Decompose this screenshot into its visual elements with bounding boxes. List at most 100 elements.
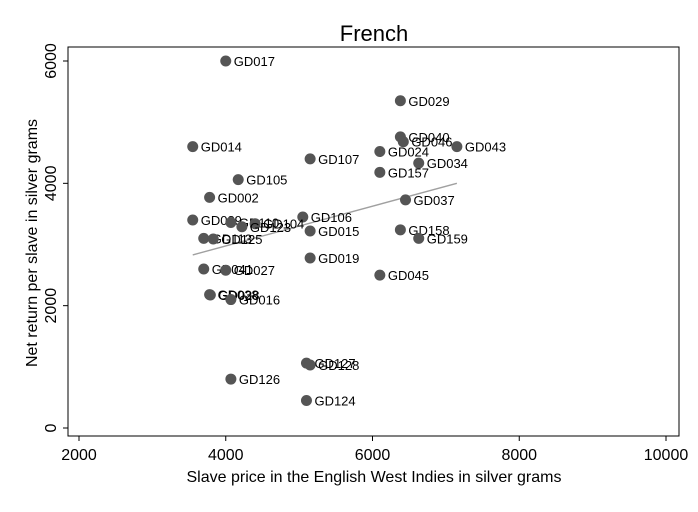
data-point: GD128: [304, 358, 359, 373]
point-label: GD106: [311, 210, 352, 225]
point-marker: [207, 233, 219, 245]
point-label: GD113: [212, 231, 252, 246]
point-marker: [300, 394, 312, 406]
point-label: GD128: [318, 358, 359, 373]
fit-line: [192, 182, 458, 256]
point-label: GD045: [388, 268, 429, 283]
point-marker: [374, 166, 386, 178]
point-label: GD126: [239, 372, 280, 387]
y-tick-label: 0: [43, 423, 60, 432]
data-point: GD157: [374, 165, 429, 180]
data-point: GD017: [220, 54, 275, 69]
chart-title: French: [340, 21, 408, 46]
point-label: GD014: [201, 140, 242, 155]
point-label: GD046: [411, 135, 452, 150]
point-marker: [397, 136, 409, 148]
point-marker: [220, 55, 232, 67]
point-label: GD029: [408, 94, 449, 109]
point-label: GD015: [318, 224, 359, 239]
point-marker: [187, 214, 199, 226]
data-point: GD124: [300, 393, 356, 408]
data-point: GD104: [249, 217, 304, 232]
point-marker: [297, 211, 309, 223]
point-marker: [451, 141, 463, 153]
point-label: GD104: [263, 217, 304, 232]
point-label: GD159: [427, 231, 468, 246]
x-tick-label: 8000: [501, 447, 537, 464]
point-marker: [304, 252, 316, 264]
point-label: GD002: [218, 190, 259, 205]
data-point: GD046: [397, 135, 453, 150]
point-marker: [394, 95, 406, 107]
data-point: GD029: [394, 94, 450, 109]
point-marker: [236, 221, 248, 233]
point-label: GD125: [221, 232, 262, 247]
data-point: GD027: [220, 263, 275, 278]
data-point: GD024: [374, 145, 429, 160]
point-label: GD017: [234, 54, 275, 69]
point-marker: [413, 157, 425, 169]
data-point: GD126: [225, 372, 280, 387]
point-label: GD019: [318, 251, 359, 266]
point-marker: [374, 269, 386, 281]
x-tick-label: 10000: [644, 447, 689, 464]
y-axis-label: Net return per slave in silver grams: [24, 119, 41, 367]
data-point: GD159: [413, 231, 468, 246]
y-tick-label: 4000: [43, 165, 60, 201]
axes-group: 2000 4000 6000 8000 10000 0 2000 4000 6000: [43, 43, 688, 464]
data-point: GD034: [413, 156, 468, 171]
point-marker: [394, 224, 406, 236]
data-point: GD014: [187, 140, 242, 155]
point-marker: [220, 264, 232, 276]
plot-frame: [67, 46, 680, 437]
point-marker: [198, 263, 210, 275]
point-marker: [374, 146, 386, 158]
point-label: GD107: [318, 152, 359, 167]
point-label: GD040: [408, 130, 449, 145]
data-point: GD123: [236, 220, 291, 235]
point-label: GD016: [239, 293, 280, 308]
point-label: GD043: [465, 140, 506, 155]
point-label: GD024: [388, 145, 429, 160]
point-marker: [225, 216, 237, 228]
x-tick-label: 2000: [61, 447, 97, 464]
point-label: GD124: [314, 393, 355, 408]
data-point: GD016: [225, 293, 280, 308]
point-label: GD034: [427, 156, 468, 171]
point-marker: [249, 218, 261, 230]
data-point: GD113: [198, 231, 252, 246]
point-marker: [204, 191, 216, 203]
point-marker: [204, 289, 216, 301]
point-label: GD037: [414, 193, 455, 208]
point-marker: [225, 294, 237, 306]
x-tick-label: 4000: [208, 447, 244, 464]
data-point: GD019: [304, 251, 359, 266]
data-point: GD043: [451, 140, 506, 155]
data-point: GD106: [297, 210, 352, 225]
y-tick-label: 2000: [43, 288, 60, 324]
y-tick-label: 6000: [43, 43, 60, 79]
data-point: GD002: [204, 190, 259, 205]
data-point: GD107: [304, 152, 359, 167]
data-point: GD037: [400, 193, 455, 208]
point-marker: [304, 225, 316, 237]
point-label: GD027: [234, 263, 275, 278]
point-marker: [225, 373, 237, 385]
point-label: GD105: [246, 173, 287, 188]
point-marker: [232, 174, 244, 186]
point-marker: [187, 141, 199, 153]
x-tick-label: 6000: [355, 447, 391, 464]
point-label: GD127: [314, 356, 355, 371]
point-marker: [413, 232, 425, 244]
x-axis-label: Slave price in the English West Indies i…: [187, 469, 562, 486]
point-marker: [400, 194, 412, 206]
fit-line-group: [192, 182, 458, 256]
data-point: GD105: [232, 173, 287, 188]
data-point: GD045: [374, 268, 429, 283]
data-point: GD015: [304, 224, 359, 239]
point-marker: [304, 359, 316, 371]
